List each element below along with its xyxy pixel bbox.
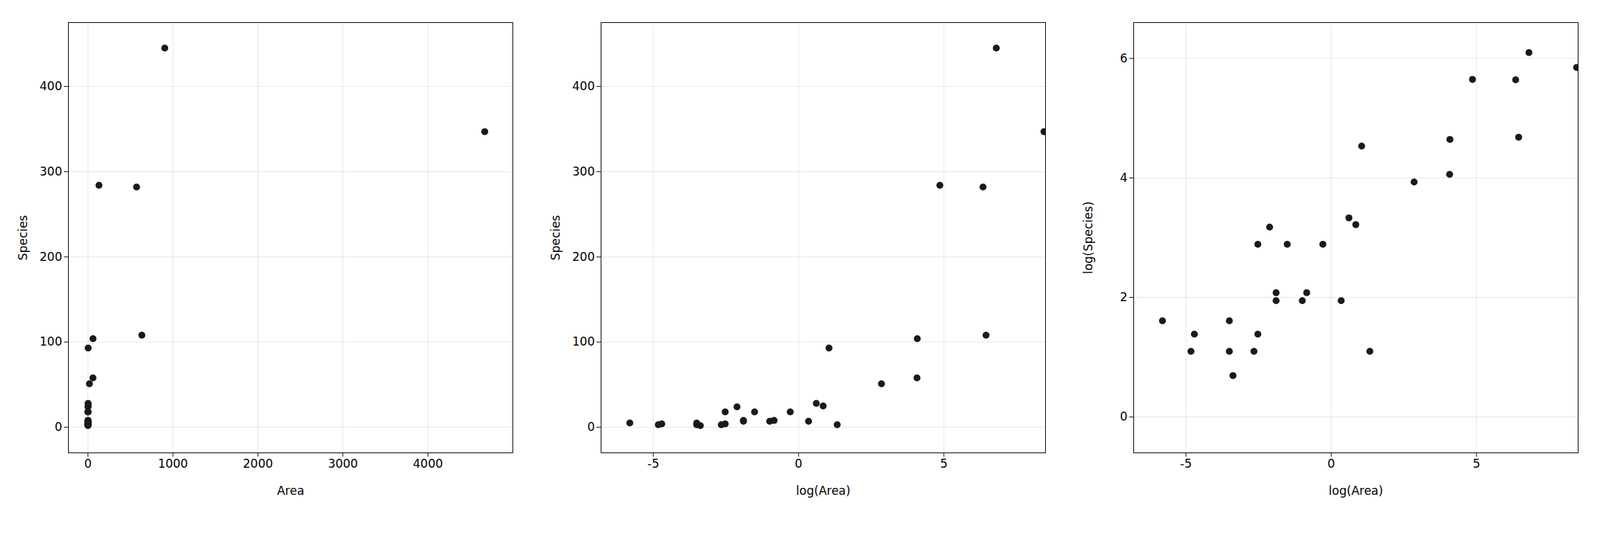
svg-text:6: 6 <box>1120 51 1128 66</box>
svg-text:Area: Area <box>277 484 305 498</box>
svg-text:0: 0 <box>587 420 596 435</box>
svg-text:0: 0 <box>84 456 92 471</box>
svg-text:5: 5 <box>940 456 948 471</box>
svg-text:400: 400 <box>39 79 62 94</box>
svg-text:2000: 2000 <box>243 456 273 471</box>
svg-text:log(Area): log(Area) <box>1328 484 1383 498</box>
svg-text:1000: 1000 <box>157 456 188 471</box>
svg-text:log(Species): log(Species) <box>1081 201 1096 275</box>
svg-text:300: 300 <box>39 164 62 179</box>
svg-text:100: 100 <box>572 334 595 349</box>
svg-text:0: 0 <box>1120 409 1128 424</box>
svg-text:100: 100 <box>39 334 62 349</box>
svg-text:400: 400 <box>572 79 595 94</box>
svg-text:200: 200 <box>39 250 62 264</box>
svg-text:200: 200 <box>572 250 595 264</box>
svg-text:0: 0 <box>1327 456 1336 471</box>
svg-text:-5: -5 <box>647 456 660 471</box>
svg-text:4000: 4000 <box>412 456 443 471</box>
svg-text:Species: Species <box>15 215 30 262</box>
svg-text:2: 2 <box>1120 290 1128 305</box>
svg-text:log(Area): log(Area) <box>795 484 850 498</box>
svg-text:0: 0 <box>795 456 803 471</box>
svg-text:5: 5 <box>1472 456 1481 471</box>
svg-text:0: 0 <box>54 420 63 435</box>
svg-text:3000: 3000 <box>327 456 358 471</box>
svg-text:-5: -5 <box>1179 456 1192 471</box>
svg-text:4: 4 <box>1120 170 1128 185</box>
svg-text:Species: Species <box>548 215 563 262</box>
svg-text:300: 300 <box>572 164 595 179</box>
